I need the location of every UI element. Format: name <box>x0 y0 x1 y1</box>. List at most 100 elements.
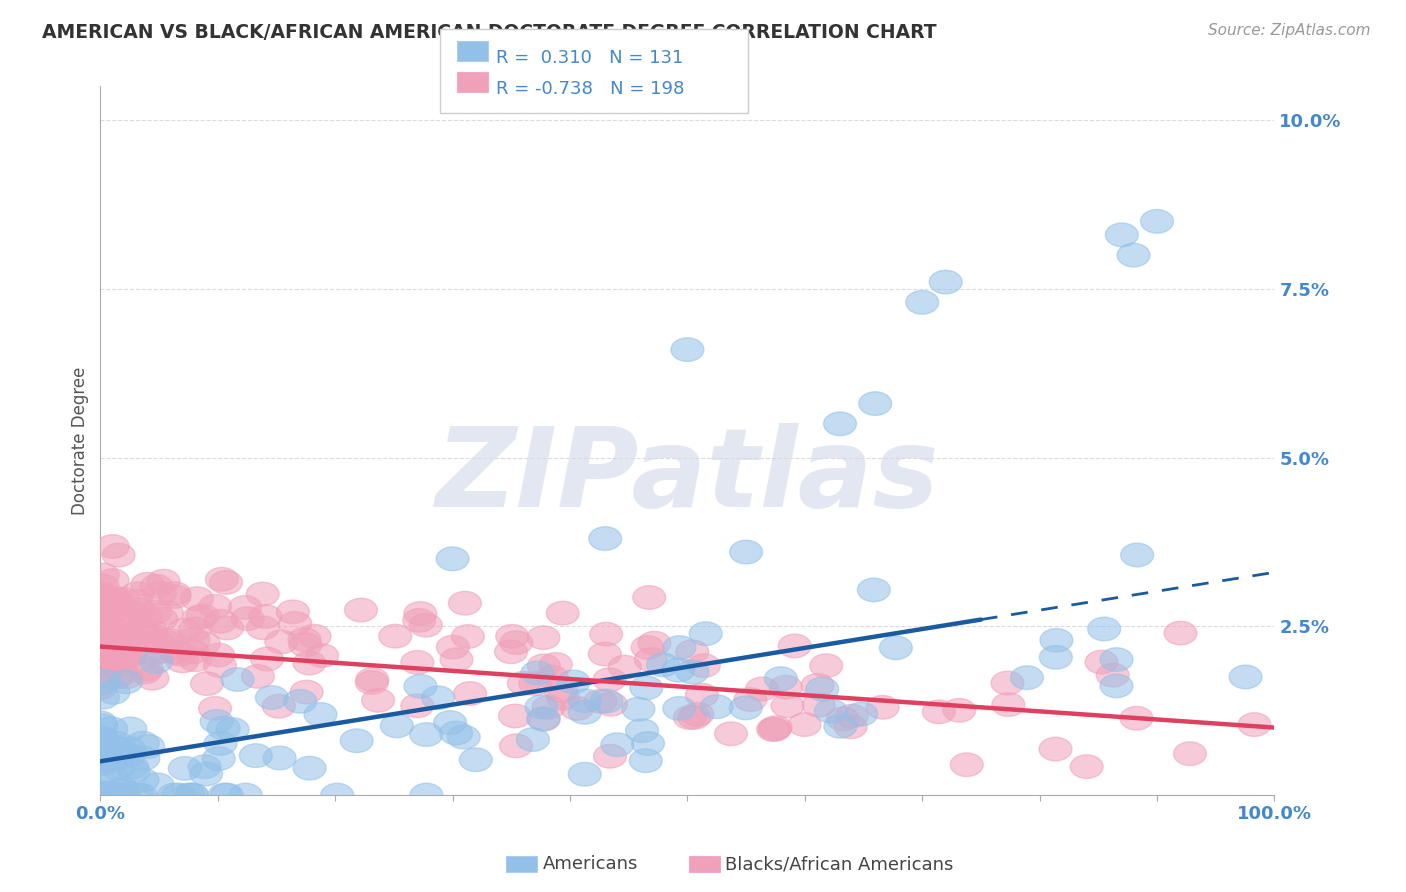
Ellipse shape <box>1088 617 1121 640</box>
Ellipse shape <box>356 671 388 694</box>
Ellipse shape <box>198 697 232 720</box>
Ellipse shape <box>451 624 484 648</box>
Ellipse shape <box>84 676 117 699</box>
Ellipse shape <box>801 673 834 698</box>
Ellipse shape <box>589 527 621 550</box>
Ellipse shape <box>834 715 868 739</box>
Ellipse shape <box>277 600 309 624</box>
Ellipse shape <box>114 643 148 667</box>
Ellipse shape <box>105 779 138 802</box>
Ellipse shape <box>114 630 146 653</box>
Ellipse shape <box>84 729 117 753</box>
Ellipse shape <box>256 686 288 709</box>
Ellipse shape <box>179 617 211 641</box>
Ellipse shape <box>177 628 209 651</box>
Ellipse shape <box>84 711 117 735</box>
Ellipse shape <box>246 616 280 640</box>
Ellipse shape <box>84 625 117 648</box>
Ellipse shape <box>905 291 939 314</box>
Ellipse shape <box>204 609 238 633</box>
Ellipse shape <box>172 783 205 807</box>
Ellipse shape <box>436 635 470 659</box>
Ellipse shape <box>922 700 955 723</box>
Ellipse shape <box>86 783 120 807</box>
Ellipse shape <box>536 665 568 690</box>
Ellipse shape <box>593 668 626 691</box>
Ellipse shape <box>433 711 467 734</box>
Ellipse shape <box>533 696 565 719</box>
Ellipse shape <box>115 600 148 624</box>
Ellipse shape <box>86 783 118 807</box>
Ellipse shape <box>527 626 560 649</box>
Ellipse shape <box>621 698 655 721</box>
Ellipse shape <box>519 672 551 695</box>
Ellipse shape <box>101 783 134 807</box>
Ellipse shape <box>745 677 779 701</box>
Ellipse shape <box>789 713 821 737</box>
Ellipse shape <box>86 574 120 598</box>
Ellipse shape <box>540 653 572 676</box>
Ellipse shape <box>86 733 118 756</box>
Ellipse shape <box>409 614 443 637</box>
Ellipse shape <box>125 618 159 642</box>
Ellipse shape <box>676 640 709 664</box>
Ellipse shape <box>557 670 591 694</box>
Ellipse shape <box>98 783 132 807</box>
Ellipse shape <box>96 599 128 623</box>
Ellipse shape <box>176 640 209 664</box>
Ellipse shape <box>112 744 145 767</box>
Ellipse shape <box>186 604 219 628</box>
Ellipse shape <box>121 783 153 807</box>
Ellipse shape <box>105 741 138 764</box>
Ellipse shape <box>263 695 295 718</box>
Ellipse shape <box>89 640 121 663</box>
Ellipse shape <box>1105 223 1139 247</box>
Ellipse shape <box>114 642 146 665</box>
Ellipse shape <box>588 642 621 665</box>
Ellipse shape <box>630 676 662 699</box>
Ellipse shape <box>221 668 254 691</box>
Ellipse shape <box>278 612 312 635</box>
Ellipse shape <box>440 722 472 745</box>
Ellipse shape <box>136 624 169 648</box>
Ellipse shape <box>288 633 322 657</box>
Ellipse shape <box>950 753 983 777</box>
Ellipse shape <box>167 618 201 642</box>
Ellipse shape <box>114 609 146 633</box>
Ellipse shape <box>1099 674 1133 698</box>
Ellipse shape <box>229 596 262 619</box>
Ellipse shape <box>730 541 762 564</box>
Ellipse shape <box>284 690 316 713</box>
Ellipse shape <box>183 606 215 630</box>
Ellipse shape <box>148 569 180 593</box>
Ellipse shape <box>496 624 529 648</box>
Ellipse shape <box>664 636 696 659</box>
Ellipse shape <box>141 574 173 599</box>
Ellipse shape <box>758 717 792 741</box>
Ellipse shape <box>103 648 135 673</box>
Ellipse shape <box>108 783 141 807</box>
Ellipse shape <box>87 599 120 624</box>
Ellipse shape <box>100 665 132 689</box>
Ellipse shape <box>129 604 162 627</box>
Ellipse shape <box>714 722 748 746</box>
Ellipse shape <box>344 599 377 622</box>
Ellipse shape <box>522 661 554 685</box>
Ellipse shape <box>1239 713 1271 737</box>
Ellipse shape <box>128 660 162 684</box>
Ellipse shape <box>84 601 117 625</box>
Text: R =  0.310   N = 131: R = 0.310 N = 131 <box>496 49 683 67</box>
Ellipse shape <box>89 735 121 759</box>
Ellipse shape <box>157 783 190 807</box>
Ellipse shape <box>686 683 718 707</box>
Ellipse shape <box>152 629 186 652</box>
Ellipse shape <box>96 617 129 640</box>
Ellipse shape <box>84 632 117 656</box>
Ellipse shape <box>589 623 623 646</box>
Ellipse shape <box>86 726 118 750</box>
Ellipse shape <box>211 616 243 640</box>
Ellipse shape <box>111 611 145 634</box>
Ellipse shape <box>84 745 117 768</box>
Ellipse shape <box>440 648 472 672</box>
Ellipse shape <box>460 748 492 772</box>
